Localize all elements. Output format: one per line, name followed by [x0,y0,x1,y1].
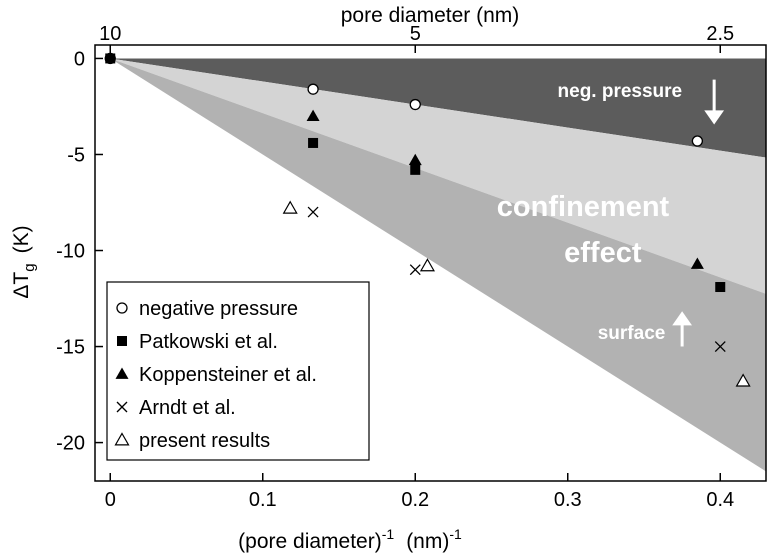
circle-marker [409,98,421,111]
top-tick-label: 2.5 [706,23,734,45]
y-tick-label: 0 [74,48,85,70]
cross-stroke [116,401,128,413]
filled-triangle-marker [115,367,129,379]
open-triangle-marker [114,432,130,446]
top-tick-label: 5 [410,23,421,45]
confinement-annotation-line2: effect [564,237,642,269]
legend-label: Arndt et al. [139,397,236,419]
y-tick-label: -10 [56,241,85,263]
open-triangle-marker [735,373,751,387]
square-marker [117,336,127,346]
axes: 0 0.1 0.2 0.3 0.4 0 -5 -10 -15 -20 10 5 2.5 [56,23,734,511]
legend-label: present results [139,430,270,452]
shaded-regions [110,58,766,472]
y-tick-label: -20 [56,433,85,455]
y-axis-title-unit: (K) [10,225,33,253]
data-points [104,52,751,387]
x-axis-title: (pore diameter)-1 (nm)-1 [238,526,462,553]
cross-stroke [714,341,726,353]
cross-marker [307,206,319,218]
y-tick-label: -5 [67,144,85,166]
x-tick-label: 0.2 [401,489,429,511]
region-neg-pressure [110,58,766,158]
cross-stroke [307,206,319,218]
down-arrow-icon [704,79,725,125]
x-axis-title-main: (pore diameter) [238,530,382,553]
open-triangle-marker [419,258,435,272]
filled-triangle-marker [690,257,704,269]
annotations: neg. pressure confinement effect surface [497,79,725,347]
cross-marker [116,401,128,413]
legend: negative pressure Patkowski et al. Koppens… [106,281,370,461]
square-marker [105,53,116,64]
square-marker [308,137,319,148]
legend-label: negative pressure [139,298,298,320]
neg-pressure-annotation: neg. pressure [558,81,683,102]
circle-marker [116,302,128,314]
filled-triangle-marker [306,109,320,121]
x-tick-label: 0.3 [554,489,582,511]
cross-marker [409,264,421,276]
plot-frame [94,44,767,482]
legend-box [106,281,370,461]
circle-marker [307,83,319,95]
open-triangle-marker [282,200,298,214]
y-axis-title-sub: g [21,263,38,271]
y-tick-label: -15 [56,337,85,359]
cross-marker [714,341,726,353]
legend-label: Koppensteiner et al. [139,364,317,386]
region-surface [110,58,766,472]
x-tick-label: 0.1 [249,489,277,511]
x-tick-label: 0 [105,489,116,511]
x-axis-title-sup2: -1 [449,526,462,542]
up-arrow-icon [672,311,693,347]
y-axis-title: ΔTg (K) [10,225,38,298]
top-axis-title: pore diameter (nm) [341,4,520,27]
surface-annotation: surface [598,323,666,344]
cross-stroke [409,264,421,276]
legend-label: Patkowski et al. [139,331,278,353]
square-marker [715,282,726,293]
square-marker [410,164,421,175]
filled-triangle-marker [408,153,422,166]
x-axis-title-unit: (nm) [406,530,449,553]
circle-marker [691,135,704,147]
x-tick-label: 0.4 [706,489,734,511]
confinement-annotation-line1: confinement [497,191,670,223]
top-tick-label: 10 [99,23,121,45]
y-axis-title-main: ΔT [10,272,33,299]
x-axis-title-sup1: -1 [382,526,395,542]
